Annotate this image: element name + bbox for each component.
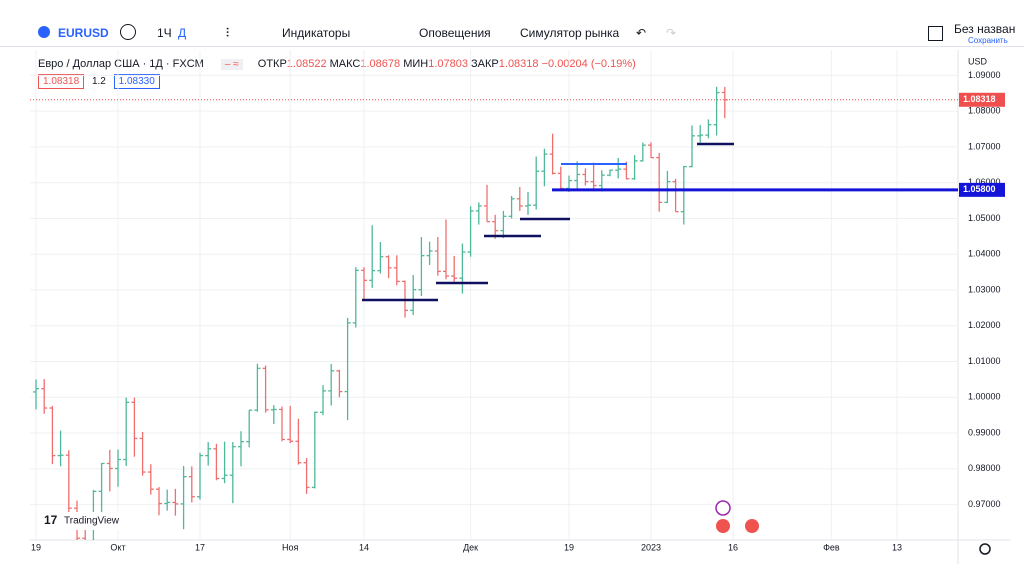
y-tick-label: 1.03000	[968, 284, 1001, 294]
settings[interactable]	[979, 543, 991, 555]
x-tick-label: Ноя	[282, 542, 299, 552]
save[interactable]: Сохранить	[968, 36, 1008, 45]
event-icon[interactable]	[715, 500, 731, 516]
low-label: МИН	[403, 58, 429, 70]
y-tick-label: 0.97000	[968, 499, 1001, 509]
add-symbol[interactable]	[120, 24, 136, 40]
x-tick-label: Окт	[110, 542, 125, 552]
y-tick-label: 1.06000	[968, 177, 1001, 187]
close-value: 1.08318	[498, 58, 539, 70]
x-tick-label: 2023	[641, 542, 661, 552]
axis-unit: USD	[968, 56, 988, 66]
high-value: 1.08678	[360, 58, 401, 70]
x-tick-label: 14	[359, 542, 369, 552]
low-value: 1.07803	[428, 58, 468, 70]
layout-checkbox[interactable]	[928, 26, 943, 41]
chart-type[interactable]: ⫶	[226, 26, 230, 40]
y-tick-label: 0.98000	[968, 463, 1001, 473]
plot-area	[30, 50, 958, 540]
last-price-tag	[959, 92, 1005, 107]
y-tick-label: 1.01000	[968, 356, 1001, 366]
watermark-box	[40, 512, 124, 530]
y-tick-label: 1.02000	[968, 320, 1001, 330]
watermark-logo: 17	[44, 513, 58, 527]
level-tag	[959, 182, 1005, 197]
y-tick-label: 1.07000	[968, 141, 1001, 151]
undo[interactable]: ↶	[636, 26, 647, 40]
x-tick-label: 17	[195, 542, 205, 552]
interval-mode[interactable]: Д	[178, 26, 187, 40]
x-tick-label: 19	[31, 542, 41, 552]
layout-name[interactable]: Без назван	[954, 22, 1016, 36]
last-price-label: 1.08318	[963, 94, 996, 104]
change: −0.00204 (−0.19%)	[541, 58, 636, 70]
y-tick-label: 1.04000	[968, 249, 1001, 259]
alerts[interactable]: Оповещения	[419, 26, 491, 40]
event-flag[interactable]	[745, 519, 759, 533]
close-label: ЗАКР	[471, 58, 499, 70]
watermark: TradingView	[64, 516, 120, 527]
drawings	[362, 142, 734, 302]
bid[interactable]: 1.08318	[38, 74, 85, 89]
quote-row: 1.08318 1.2 1.08330	[38, 74, 636, 89]
level-label: 1.05800	[963, 184, 996, 194]
toolbar: EURUSD 1Ч Д ⫶ Индикаторы Оповещения Симу…	[0, 0, 1024, 47]
status: – ≈	[220, 59, 243, 70]
open-value: 1.08522	[286, 58, 327, 70]
y-tick-label: 1.08000	[968, 106, 1001, 116]
high-label: МАКС	[329, 58, 361, 70]
replay[interactable]: Симулятор рынка	[520, 26, 620, 40]
symbol[interactable]: EURUSD	[58, 26, 109, 40]
instrument: Евро / Доллар США · 1Д · FXCM	[38, 58, 204, 70]
spread: 1.2	[91, 76, 106, 87]
x-tick-label: Дек	[463, 542, 478, 552]
y-tick-label: 0.99000	[968, 427, 1001, 437]
open-label: ОТКР	[257, 58, 287, 70]
ask[interactable]: 1.08330	[113, 74, 160, 89]
indicators[interactable]: Индикаторы	[282, 26, 351, 40]
x-tick-label: Фев	[823, 542, 840, 552]
x-tick-label: 16	[728, 542, 738, 552]
y-tick-label: 1.09000	[968, 70, 1001, 80]
y-tick-label: 1.05000	[968, 213, 1001, 223]
y-tick-label: 1.00000	[968, 392, 1001, 402]
x-tick-label: 13	[892, 542, 902, 552]
symbol-icon	[38, 26, 50, 38]
interval[interactable]: 1Ч	[157, 26, 172, 40]
x-tick-label: 19	[564, 542, 574, 552]
event-flag[interactable]	[716, 519, 730, 533]
legend: Евро / Доллар США · 1Д · FXCM – ≈ ОТКР1.…	[38, 58, 636, 89]
redo[interactable]: ↷	[666, 26, 677, 40]
